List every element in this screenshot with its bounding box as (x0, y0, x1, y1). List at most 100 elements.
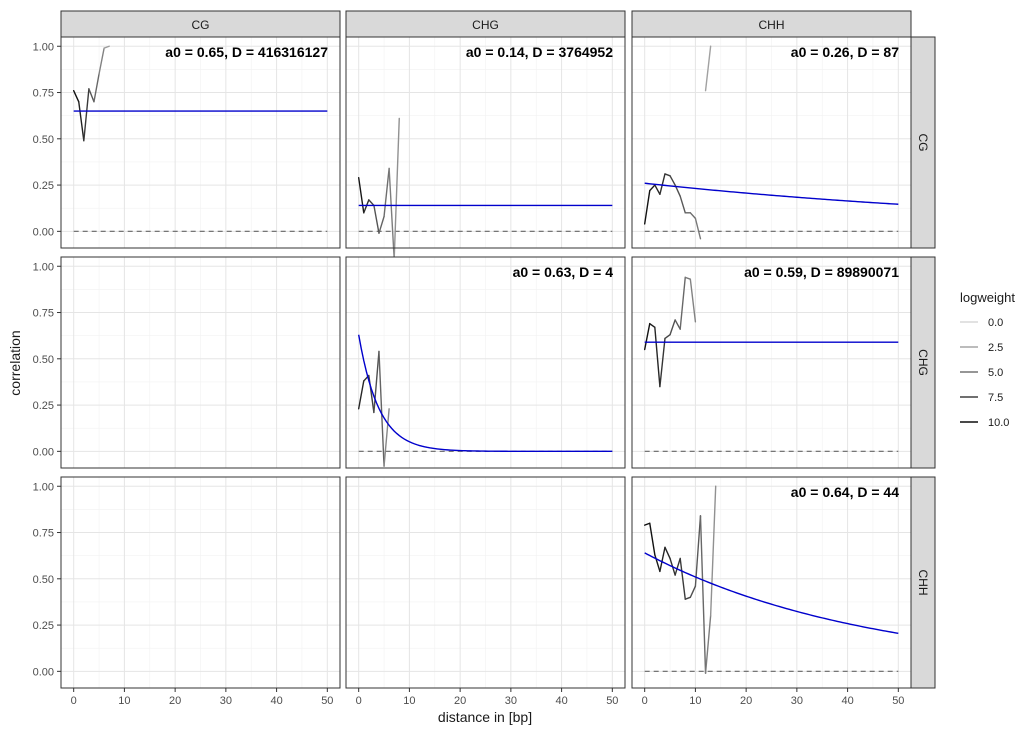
y-tick-label: 0.75 (33, 88, 54, 100)
panel-cg-chg: a0 = 0.14, D = 3764952 (345, 36, 626, 260)
x-tick-label: 40 (270, 695, 282, 707)
observed-correlation-segment (378, 215, 385, 234)
y-tick-label: 0.25 (33, 620, 54, 632)
observed-correlation-segment (664, 334, 671, 340)
x-tick-label: 30 (220, 695, 232, 707)
column-strip (345, 10, 626, 38)
observed-correlation-segment (664, 173, 671, 177)
observed-correlation-segment (357, 176, 365, 214)
row-strip (910, 36, 936, 249)
panel-cg-cg: a0 = 0.65, D = 416316127 (60, 36, 341, 249)
fitted-decay-curve (644, 182, 899, 205)
observed-correlation-segment (659, 173, 666, 196)
row-strip-label: CHH (916, 570, 930, 596)
observed-correlation-segment (684, 276, 692, 280)
row-strip (910, 256, 936, 469)
column-strip-label: CHG (472, 18, 499, 32)
observed-correlation-segment (679, 195, 686, 214)
observed-correlation-segment (78, 101, 85, 142)
legend-title: logweight (960, 290, 1015, 305)
x-tick-label: 50 (606, 695, 618, 707)
observed-correlation-segment (704, 615, 712, 674)
y-tick-label: 0.25 (33, 180, 54, 192)
panel-chh-chh: a0 = 0.64, D = 44 (631, 476, 912, 689)
panel-border (631, 256, 912, 469)
panel-chg-chh: a0 = 0.59, D = 89890071 (631, 256, 912, 469)
panel-border (631, 36, 912, 249)
observed-correlation-segment (694, 515, 702, 587)
observed-correlation-segment (669, 175, 676, 186)
observed-correlation-segment (679, 276, 686, 330)
observed-correlation-segment (654, 326, 661, 388)
legend-label: 0.0 (988, 317, 1003, 329)
legend: logweight 0.0 2.5 5.0 7.5 10.0 (960, 290, 1015, 429)
column-strip-label: CG (192, 18, 210, 32)
legend-label: 7.5 (988, 392, 1003, 404)
fit-annotation: a0 = 0.65, D = 416316127 (165, 44, 328, 60)
x-tick-label: 30 (505, 695, 517, 707)
observed-correlation-segment (357, 380, 365, 410)
observed-correlation-segment (383, 167, 390, 218)
observed-correlation-segment (103, 45, 110, 49)
panel-border (60, 36, 341, 249)
y-tick-label: 0.50 (33, 134, 54, 146)
observed-correlation-segment (373, 350, 380, 414)
observed-correlation-segment (664, 546, 671, 560)
x-tick-label: 40 (555, 695, 567, 707)
x-tick-label: 0 (642, 695, 648, 707)
panel-border (345, 36, 626, 249)
legend-label: 10.0 (988, 417, 1009, 429)
x-tick-label: 0 (71, 695, 77, 707)
observed-correlation-segment (674, 319, 681, 330)
panel-cg-chh: a0 = 0.26, D = 87 (631, 36, 912, 249)
x-tick-label: 10 (118, 695, 130, 707)
observed-correlation-segment (709, 485, 717, 617)
observed-correlation-segment (393, 117, 400, 260)
x-tick-label: 10 (689, 695, 701, 707)
x-tick-label: 40 (841, 695, 853, 707)
observed-correlation-segment (388, 167, 395, 260)
fit-annotation: a0 = 0.59, D = 89890071 (744, 264, 899, 280)
observed-correlation-segment (684, 596, 692, 600)
y-tick-label: 0.00 (33, 226, 54, 238)
panel-border (631, 476, 912, 689)
observed-correlation-segment (72, 89, 80, 103)
x-tick-label: 50 (892, 695, 904, 707)
panel-chh-cg (60, 476, 341, 689)
observed-correlation-segment (649, 522, 656, 556)
observed-correlation-segment (649, 184, 656, 192)
y-tick-label: 0.50 (33, 574, 54, 586)
observed-correlation-segment (643, 189, 651, 225)
column-strip (60, 10, 341, 38)
legend-label: 5.0 (988, 367, 1003, 379)
panel-chg-chg: a0 = 0.63, D = 4 (345, 256, 626, 469)
column-strip (631, 10, 912, 38)
panel-border (60, 256, 341, 469)
observed-correlation-segment (654, 184, 661, 196)
observed-correlation-segment (378, 350, 385, 467)
x-tick-label: 20 (169, 695, 181, 707)
panel-border (345, 476, 626, 689)
panel-chh-chg (345, 476, 626, 689)
observed-correlation-segment (704, 45, 712, 92)
y-tick-label: 1.00 (33, 481, 54, 493)
fit-annotation: a0 = 0.64, D = 44 (791, 484, 899, 500)
observed-correlation-segment (98, 47, 105, 75)
observed-correlation-segment (689, 585, 697, 599)
panel-border (60, 476, 341, 689)
y-tick-label: 0.75 (33, 528, 54, 540)
observed-correlation-segment (669, 319, 676, 336)
x-tick-label: 0 (356, 695, 362, 707)
observed-correlation-segment (674, 557, 681, 576)
observed-correlation-segment (373, 204, 380, 234)
observed-correlation-segment (93, 73, 100, 103)
y-tick-label: 0.00 (33, 666, 54, 678)
observed-correlation-segment (88, 88, 95, 103)
y-tick-label: 0.50 (33, 354, 54, 366)
observed-correlation-segment (659, 337, 666, 388)
fit-annotation: a0 = 0.26, D = 87 (791, 44, 899, 60)
fit-annotation: a0 = 0.14, D = 3764952 (466, 44, 613, 60)
x-tick-label: 10 (403, 695, 415, 707)
